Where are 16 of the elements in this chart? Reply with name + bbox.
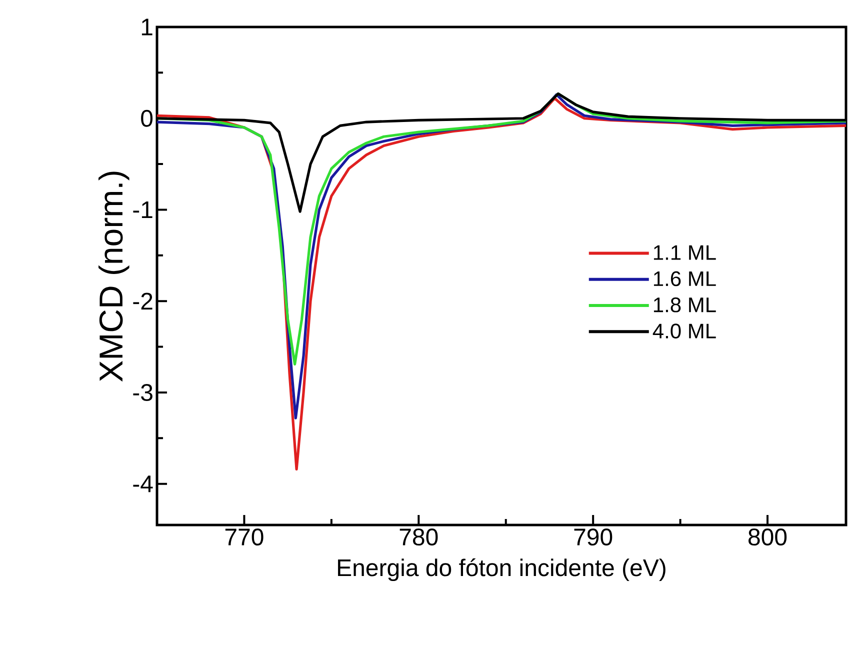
y-tick-label: -3: [133, 384, 152, 401]
y-tick-label: 0: [141, 110, 153, 127]
y-tick-label: -1: [133, 201, 152, 218]
legend-label: 4.0 ML: [652, 324, 716, 338]
y-axis-title: XMCD (norm.): [98, 172, 130, 382]
legend-label: 1.1 ML: [654, 245, 716, 260]
y-tick-label: -4: [133, 476, 153, 492]
x-tick-label: 770: [225, 528, 264, 546]
x-tick-label: 790: [574, 528, 612, 546]
y-tick-label: 1: [142, 18, 152, 36]
x-tick-label: 780: [400, 528, 438, 546]
y-tick-label: -2: [133, 292, 152, 310]
legend-label: 1.8 ML: [654, 297, 716, 312]
legend-label: 1.6 ML: [654, 271, 716, 286]
x-axis-title: Energia do fóton incidente (eV): [338, 558, 666, 582]
x-tick-label: 800: [748, 528, 787, 546]
